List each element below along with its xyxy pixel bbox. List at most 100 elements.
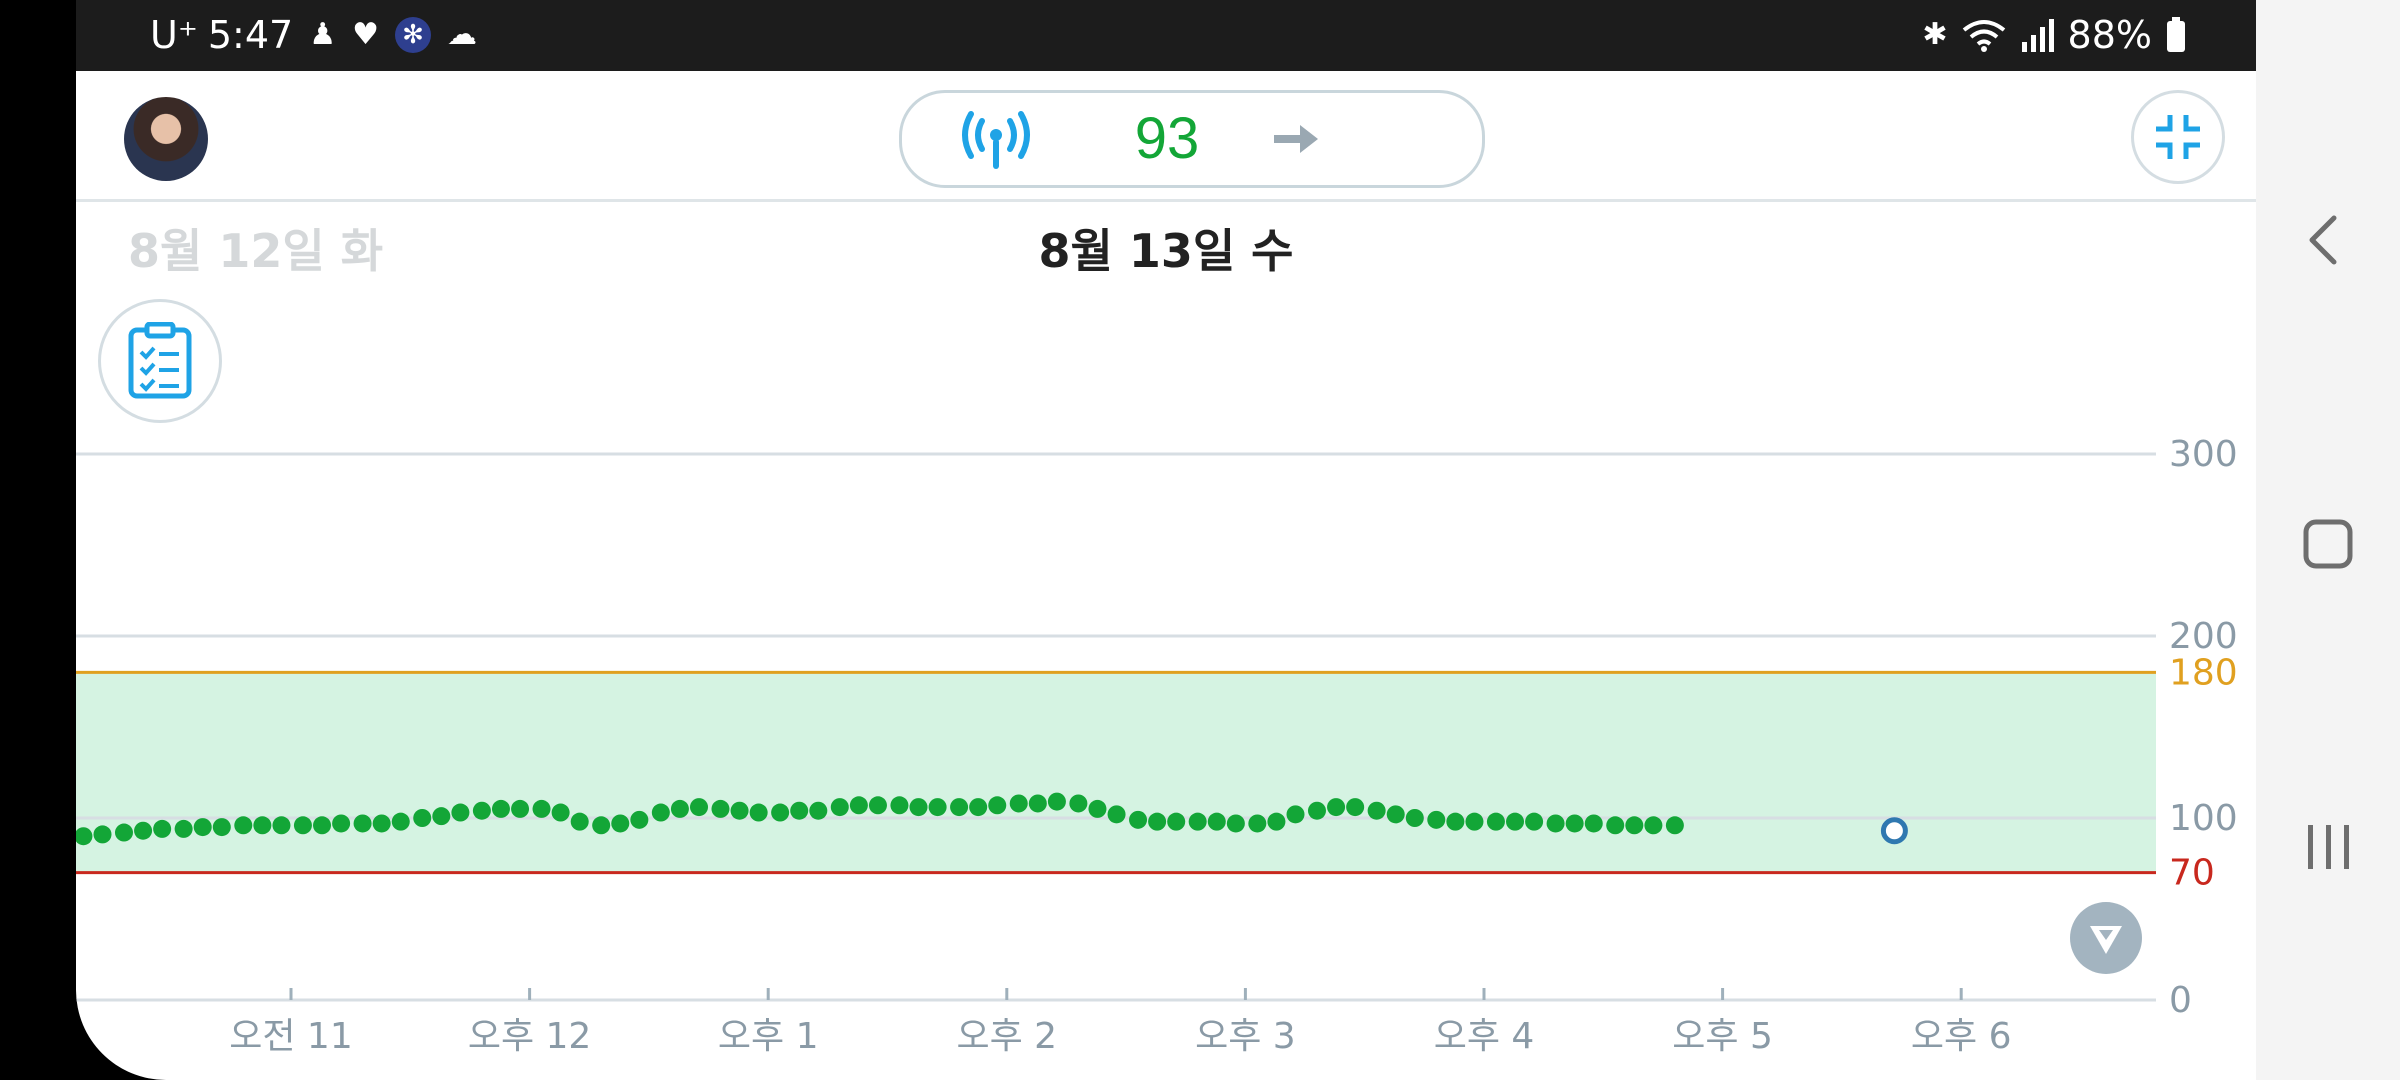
signal-icon bbox=[2021, 19, 2054, 52]
glucose-point bbox=[1009, 794, 1028, 813]
glucose-point bbox=[749, 803, 768, 822]
glucose-point bbox=[253, 816, 272, 835]
pawn-icon: ♟ bbox=[309, 17, 337, 52]
recents-icon bbox=[2308, 825, 2349, 869]
glucose-point bbox=[1606, 816, 1625, 835]
trend-arrow-right-icon bbox=[1274, 125, 1318, 153]
glucose-point bbox=[313, 816, 332, 835]
status-right: ✱ 88% bbox=[1922, 10, 2186, 60]
glucose-point bbox=[1088, 799, 1107, 818]
glucose-point bbox=[969, 798, 988, 817]
glucose-point bbox=[551, 803, 570, 822]
chevron-down-icon bbox=[2090, 926, 2122, 954]
home-button[interactable] bbox=[2256, 484, 2400, 604]
glucose-point bbox=[809, 801, 828, 820]
glucose-point bbox=[1226, 814, 1245, 833]
glucose-point bbox=[134, 821, 153, 840]
glucose-point bbox=[1525, 812, 1544, 831]
glucose-point bbox=[1207, 812, 1226, 831]
battery-percent: 88% bbox=[2067, 13, 2152, 57]
glucose-point bbox=[1346, 798, 1365, 817]
glucose-point bbox=[730, 801, 749, 820]
glucose-point bbox=[1486, 812, 1505, 831]
glucose-point bbox=[353, 814, 372, 833]
glucose-point bbox=[1047, 792, 1066, 811]
glucose-point bbox=[849, 796, 868, 815]
back-button[interactable] bbox=[2256, 180, 2400, 300]
home-icon bbox=[2303, 519, 2353, 569]
glucose-point bbox=[890, 796, 909, 815]
x-tick-label: 오후 12 bbox=[468, 1016, 592, 1057]
glucose-point bbox=[1625, 816, 1644, 835]
system-nav-bar bbox=[2256, 0, 2400, 1080]
glucose-point bbox=[272, 816, 291, 835]
previous-date-label[interactable]: 8월 12일 화 bbox=[128, 224, 384, 278]
cloud-icon: ☁ bbox=[447, 17, 478, 52]
x-tick-label: 오후 6 bbox=[1911, 1016, 2012, 1057]
x-tick-label: 오후 4 bbox=[1434, 1016, 1535, 1057]
y-tick-label: 0 bbox=[2169, 980, 2192, 1021]
glucose-point bbox=[1167, 812, 1186, 831]
status-left: U⁺ 5:47 ♟ ♥ ✻ ☁ bbox=[150, 10, 477, 60]
glucose-point bbox=[790, 801, 809, 820]
glucose-point bbox=[1188, 812, 1207, 831]
glucose-point bbox=[234, 816, 253, 835]
glucose-point bbox=[332, 814, 351, 833]
glucose-point bbox=[830, 798, 849, 817]
clipboard-icon bbox=[128, 322, 192, 399]
glucose-point bbox=[511, 799, 530, 818]
glucose-point bbox=[1565, 814, 1584, 833]
glucose-point bbox=[491, 799, 510, 818]
x-tick-label: 오후 5 bbox=[1672, 1016, 1773, 1057]
recents-button[interactable] bbox=[2256, 787, 2400, 907]
glucose-point bbox=[1665, 816, 1684, 835]
glucose-point bbox=[93, 825, 112, 844]
glucose-point bbox=[1546, 814, 1565, 833]
glucose-point bbox=[690, 798, 709, 817]
sensor-signal-icon bbox=[962, 111, 1030, 169]
glucose-app: 93 8월 12일 화 8월 13일 수 300 200 180 100 70 0 오전 1… bbox=[76, 71, 2256, 1080]
glucose-point bbox=[1267, 812, 1286, 831]
glucose-point bbox=[950, 798, 969, 817]
status-bar: U⁺ 5:47 ♟ ♥ ✻ ☁ ✱ 88% bbox=[76, 0, 2256, 71]
y-tick-label: 100 bbox=[2169, 798, 2238, 839]
glucose-point bbox=[1465, 812, 1484, 831]
glucose-point bbox=[611, 814, 630, 833]
glucose-point bbox=[1286, 805, 1305, 824]
glucose-point bbox=[1427, 810, 1446, 829]
back-icon bbox=[2309, 215, 2337, 265]
bluetooth-icon: ✱ bbox=[1922, 17, 1948, 52]
glucose-point bbox=[909, 798, 928, 817]
glucose-point bbox=[372, 814, 391, 833]
collapse-icon bbox=[2156, 115, 2200, 159]
heart-icon: ♥ bbox=[352, 17, 380, 52]
glucose-point bbox=[1327, 798, 1346, 817]
glucose-point bbox=[1129, 810, 1148, 829]
glucose-point bbox=[413, 809, 432, 827]
y-tick-label: 200 bbox=[2169, 616, 2238, 657]
glucose-point bbox=[1446, 812, 1465, 831]
current-date-label: 8월 13일 수 bbox=[1038, 224, 1294, 278]
glucose-point bbox=[432, 807, 451, 826]
scroll-to-now-button[interactable] bbox=[2070, 902, 2142, 974]
glucose-point bbox=[928, 798, 947, 817]
glucose-point bbox=[193, 818, 212, 837]
avatar[interactable] bbox=[124, 97, 208, 181]
glucose-point bbox=[1405, 809, 1424, 827]
glucose-point bbox=[1148, 812, 1167, 831]
snowflake-icon: ✻ bbox=[395, 17, 432, 53]
glucose-point bbox=[1248, 814, 1267, 833]
carrier-label: U⁺ bbox=[150, 13, 198, 57]
logbook-button[interactable] bbox=[98, 299, 222, 423]
x-tick-label: 오후 1 bbox=[718, 1016, 819, 1057]
current-glucose-pill[interactable]: 93 bbox=[899, 90, 1485, 188]
glucose-point bbox=[651, 803, 670, 822]
glucose-point bbox=[114, 823, 133, 842]
glucose-point bbox=[472, 801, 491, 820]
glucose-point bbox=[1584, 814, 1603, 833]
battery-icon bbox=[2167, 17, 2185, 52]
collapse-button[interactable] bbox=[2131, 90, 2225, 184]
glucose-point bbox=[570, 812, 589, 831]
glucose-point bbox=[868, 796, 887, 815]
